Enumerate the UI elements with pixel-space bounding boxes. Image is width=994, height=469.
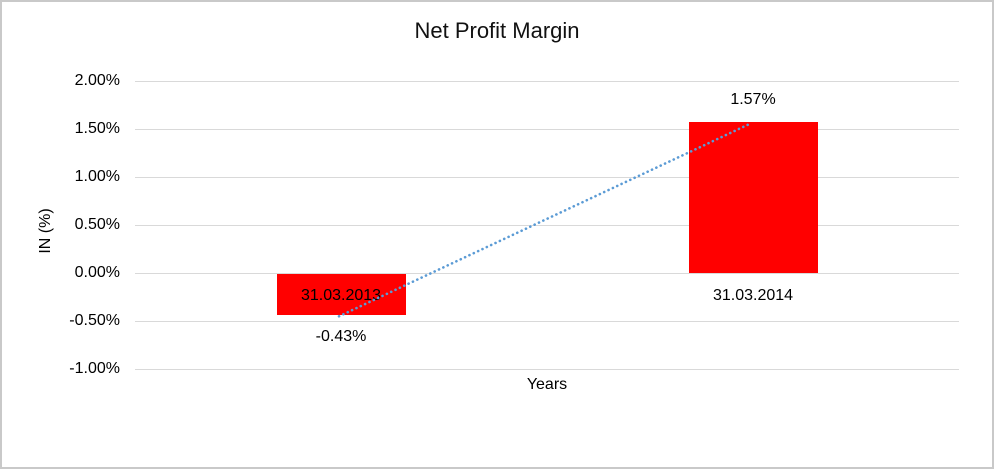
y-tick-label: 0.00% [74, 264, 120, 281]
value-label: 1.57% [730, 91, 776, 108]
y-tick-label: -0.50% [69, 312, 120, 329]
y-tick-label: 1.50% [74, 120, 120, 137]
gridline [135, 321, 959, 322]
gridline [135, 369, 959, 370]
y-tick-label: -1.00% [69, 360, 120, 377]
category-label: 31.03.2013 [300, 287, 382, 304]
gridline [135, 129, 959, 130]
gridline [135, 225, 959, 226]
x-axis-title: Years [526, 376, 568, 393]
bar [277, 274, 406, 315]
y-tick-label: 0.50% [74, 216, 120, 233]
y-tick-label: 1.00% [74, 168, 120, 185]
bar [689, 122, 818, 273]
gridline [135, 177, 959, 178]
y-tick-label: 2.00% [74, 72, 120, 89]
trendline [337, 121, 753, 318]
gridline [135, 81, 959, 82]
chart-title: Net Profit Margin [414, 18, 580, 43]
value-label: -0.43% [315, 328, 367, 345]
gridline [135, 273, 959, 274]
category-label: 31.03.2014 [712, 287, 794, 304]
